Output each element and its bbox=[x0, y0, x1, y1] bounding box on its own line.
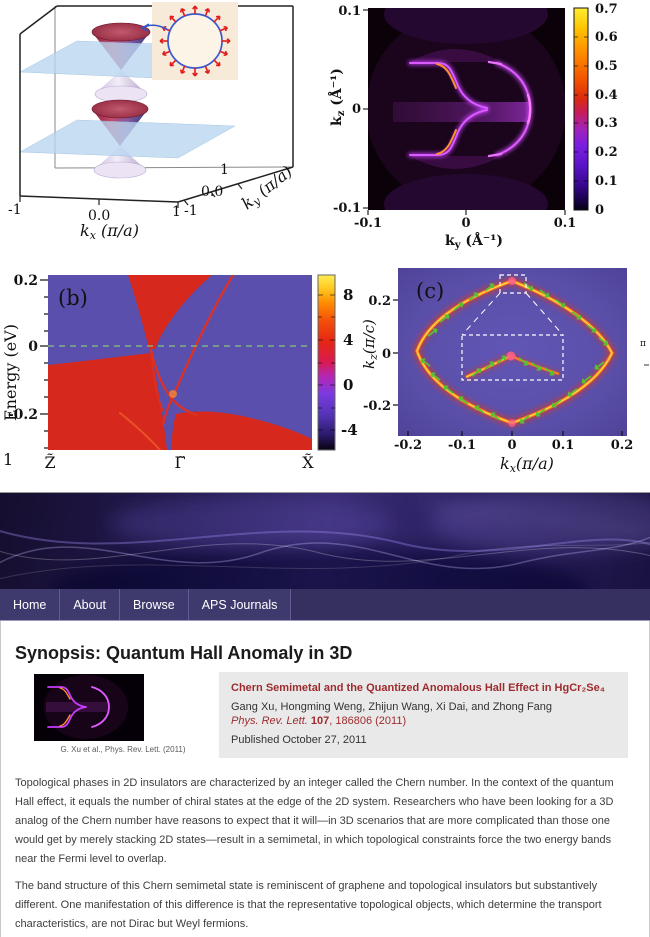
paper-info-box: Chern Semimetal and the Quantized Anomal… bbox=[219, 672, 628, 758]
svg-text:0.1: 0.1 bbox=[552, 438, 575, 453]
svg-text:0: 0 bbox=[352, 102, 361, 117]
svg-text:Z̃: Z̃ bbox=[44, 453, 55, 472]
synopsis-paragraph-2: The band structure of this Chern semimet… bbox=[15, 880, 602, 930]
kx-axis-label: kx (π/a) bbox=[80, 221, 139, 242]
svg-text:0.1: 0.1 bbox=[554, 216, 577, 231]
svg-text:0.0: 0.0 bbox=[88, 208, 110, 224]
cropped-colorbar-fragment: π bbox=[640, 339, 646, 349]
paper-reference-link[interactable]: Phys. Rev. Lett. 107, 186806 (2011) bbox=[231, 715, 616, 727]
svg-text:0: 0 bbox=[595, 203, 604, 218]
band-colorbar-labels: 8 4 0 -4 bbox=[341, 286, 358, 439]
stray-label: 1 bbox=[3, 450, 13, 469]
svg-text:X̃: X̃ bbox=[302, 453, 314, 472]
svg-text:0.4: 0.4 bbox=[595, 88, 618, 103]
fermi-surface-heatmap: 0.1 0 -0.1 -0.1 0 0.1 kz (Å⁻¹) ky (Å⁻¹) … bbox=[327, 2, 618, 250]
physics-banner: Physics spotlighting exceptional researc… bbox=[0, 492, 650, 589]
svg-text:1: 1 bbox=[220, 162, 229, 178]
svg-text:8: 8 bbox=[343, 286, 353, 304]
svg-text:Γ̃: Γ̃ bbox=[174, 453, 185, 472]
paper-block: G. Xu et al., Phys. Rev. Lett. (2011) Ch… bbox=[1, 670, 649, 770]
svg-text:-4: -4 bbox=[341, 421, 358, 439]
svg-text:-0.1: -0.1 bbox=[448, 438, 476, 453]
kx-tick: -1 bbox=[8, 202, 22, 218]
panel-b-tag: (b) bbox=[58, 286, 88, 310]
paper-title-link[interactable]: Chern Semimetal and the Quantized Anomal… bbox=[231, 682, 606, 694]
svg-text:0: 0 bbox=[461, 216, 470, 231]
weyl-ring-panel-c: (c) 0.2 0 -0.2 -0.2 -0.1 0 0.1 0.2 kz(π/… bbox=[360, 268, 649, 475]
svg-text:0.2: 0.2 bbox=[611, 438, 634, 453]
ky-axis-label: ky (Å⁻¹) bbox=[445, 231, 503, 250]
band-structure-panel-b: (b) 0.2 0 -0.2 Energy (eV) Z̃ Γ̃ X̃ 1 bbox=[1, 273, 358, 472]
svg-text:-0.2: -0.2 bbox=[363, 399, 391, 414]
nav-item-home[interactable]: Home bbox=[0, 589, 61, 620]
main-nav: Home About Browse APS Journals bbox=[0, 589, 650, 621]
svg-text:4: 4 bbox=[343, 331, 353, 349]
figure-strip: -1 0.0 1 -1 0.0 1 kx (π/a) ky (π/a) bbox=[1, 2, 649, 475]
energy-axis-label: Energy (eV) bbox=[1, 324, 20, 421]
synopsis-paragraph-1: Topological phases in 2D insulators are … bbox=[15, 777, 614, 865]
nav-filler bbox=[291, 589, 650, 620]
journal-pages: , 186806 (2011) bbox=[329, 714, 407, 727]
journal-volume: 107 bbox=[310, 714, 330, 727]
ky-axis-label: ky (π/a) bbox=[238, 162, 297, 215]
svg-text:0.7: 0.7 bbox=[595, 2, 618, 17]
nav-item-aps-journals[interactable]: APS Journals bbox=[188, 589, 292, 620]
svg-text:-0.2: -0.2 bbox=[394, 438, 422, 453]
journal-name: Phys. Rev. Lett. bbox=[231, 714, 308, 727]
svg-text:1: 1 bbox=[172, 204, 181, 220]
paper-thumbnail[interactable] bbox=[34, 674, 144, 741]
panel-c-tag: (c) bbox=[416, 279, 444, 303]
svg-text:-0.1: -0.1 bbox=[333, 201, 361, 216]
svg-text:0: 0 bbox=[343, 376, 353, 394]
svg-text:0: 0 bbox=[28, 339, 38, 355]
svg-text:-0.2: -0.2 bbox=[8, 407, 38, 423]
svg-text:0: 0 bbox=[382, 347, 391, 362]
paper-published-date: Published October 27, 2011 bbox=[231, 733, 367, 746]
svg-text:0.2: 0.2 bbox=[368, 294, 391, 309]
svg-text:0: 0 bbox=[507, 438, 516, 453]
svg-text:0.3: 0.3 bbox=[595, 116, 618, 131]
synopsis-title: Synopsis: Quantum Hall Anomaly in 3D bbox=[15, 643, 353, 663]
fermi-colorbar-labels: 0.7 0.6 0.5 0.4 0.3 0.2 0.1 0 bbox=[595, 2, 618, 218]
svg-text:0.1: 0.1 bbox=[595, 174, 618, 189]
kz-axis-label: kz (Å⁻¹) bbox=[327, 68, 347, 126]
svg-text:0.0: 0.0 bbox=[201, 184, 223, 200]
svg-text:-0.1: -0.1 bbox=[354, 216, 382, 231]
paper-authors: Gang Xu, Hongming Weng, Zhijun Wang, Xi … bbox=[231, 700, 553, 713]
nav-item-browse[interactable]: Browse bbox=[120, 589, 189, 620]
svg-text:0.2: 0.2 bbox=[14, 273, 38, 289]
thumbnail-caption: G. Xu et al., Phys. Rev. Lett. (2011) bbox=[60, 745, 186, 754]
nav-item-about[interactable]: About bbox=[60, 589, 121, 620]
svg-text:0.1: 0.1 bbox=[338, 4, 361, 19]
weyl-cones-3d-figure: -1 0.0 1 -1 0.0 1 kx (π/a) ky (π/a) bbox=[8, 2, 297, 242]
kx-pi-a-axis-label: kx(π/a) bbox=[500, 454, 554, 475]
synopsis-article: Synopsis: Quantum Hall Anomaly in 3D bbox=[0, 621, 650, 937]
svg-text:0.5: 0.5 bbox=[595, 59, 618, 74]
svg-text:-1: -1 bbox=[184, 203, 198, 219]
banner-wave-art bbox=[0, 493, 650, 589]
kz-pi-c-axis-label: kz(π/c) bbox=[360, 319, 380, 369]
svg-text:0.2: 0.2 bbox=[595, 145, 618, 160]
svg-text:0.6: 0.6 bbox=[595, 30, 618, 45]
